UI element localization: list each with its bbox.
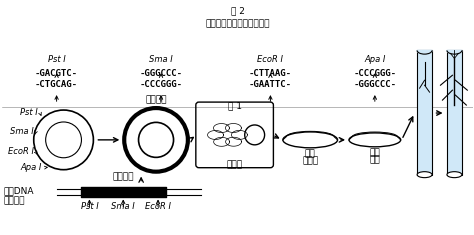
- Ellipse shape: [447, 172, 462, 178]
- Ellipse shape: [417, 172, 432, 178]
- Text: -GGGCCC-: -GGGCCC-: [353, 80, 396, 89]
- Text: 组织块: 组织块: [302, 157, 318, 166]
- Text: Pst I: Pst I: [81, 202, 98, 212]
- Text: Apa I: Apa I: [20, 163, 42, 172]
- Text: 抗病基因: 抗病基因: [112, 173, 134, 182]
- Text: EcoR I: EcoR I: [8, 147, 34, 156]
- Text: Pst I: Pst I: [48, 55, 65, 64]
- Text: -CCCGGG-: -CCCGGG-: [139, 80, 182, 89]
- Text: 重组质粒: 重组质粒: [146, 95, 167, 104]
- Text: -CCCGGG-: -CCCGGG-: [353, 69, 396, 78]
- Text: Apa I: Apa I: [364, 55, 385, 64]
- Polygon shape: [417, 50, 432, 54]
- Bar: [447, 50, 462, 175]
- Text: 因的DNA: 因的DNA: [4, 187, 35, 196]
- Text: Sma I: Sma I: [10, 127, 34, 136]
- Text: EcoR I: EcoR I: [257, 55, 283, 64]
- Text: -CTGCAG-: -CTGCAG-: [35, 80, 78, 89]
- Text: 香蕉: 香蕉: [305, 150, 316, 159]
- FancyBboxPatch shape: [196, 102, 273, 168]
- Text: EcoR I: EcoR I: [145, 202, 171, 212]
- Text: 组织: 组织: [369, 156, 380, 165]
- Bar: [417, 50, 432, 175]
- Text: -GGGCCC-: -GGGCCC-: [139, 69, 182, 78]
- Text: -CTTAAG-: -CTTAAG-: [249, 69, 292, 78]
- Text: Sma I: Sma I: [111, 202, 135, 212]
- Text: 愈伤: 愈伤: [369, 149, 380, 158]
- Text: 限制酶识别序列及酶切位点: 限制酶识别序列及酶切位点: [205, 20, 270, 28]
- Polygon shape: [447, 50, 462, 54]
- Text: -GACGTC-: -GACGTC-: [35, 69, 78, 78]
- Text: Pst I: Pst I: [20, 108, 38, 117]
- Text: Sma I: Sma I: [149, 55, 173, 64]
- Text: 含抗病基: 含抗病基: [4, 196, 26, 206]
- Text: 农杆菌: 农杆菌: [227, 161, 243, 170]
- Text: 图 2: 图 2: [231, 7, 245, 16]
- Text: -GAATTC-: -GAATTC-: [249, 80, 292, 89]
- Text: 图 1: 图 1: [228, 101, 242, 110]
